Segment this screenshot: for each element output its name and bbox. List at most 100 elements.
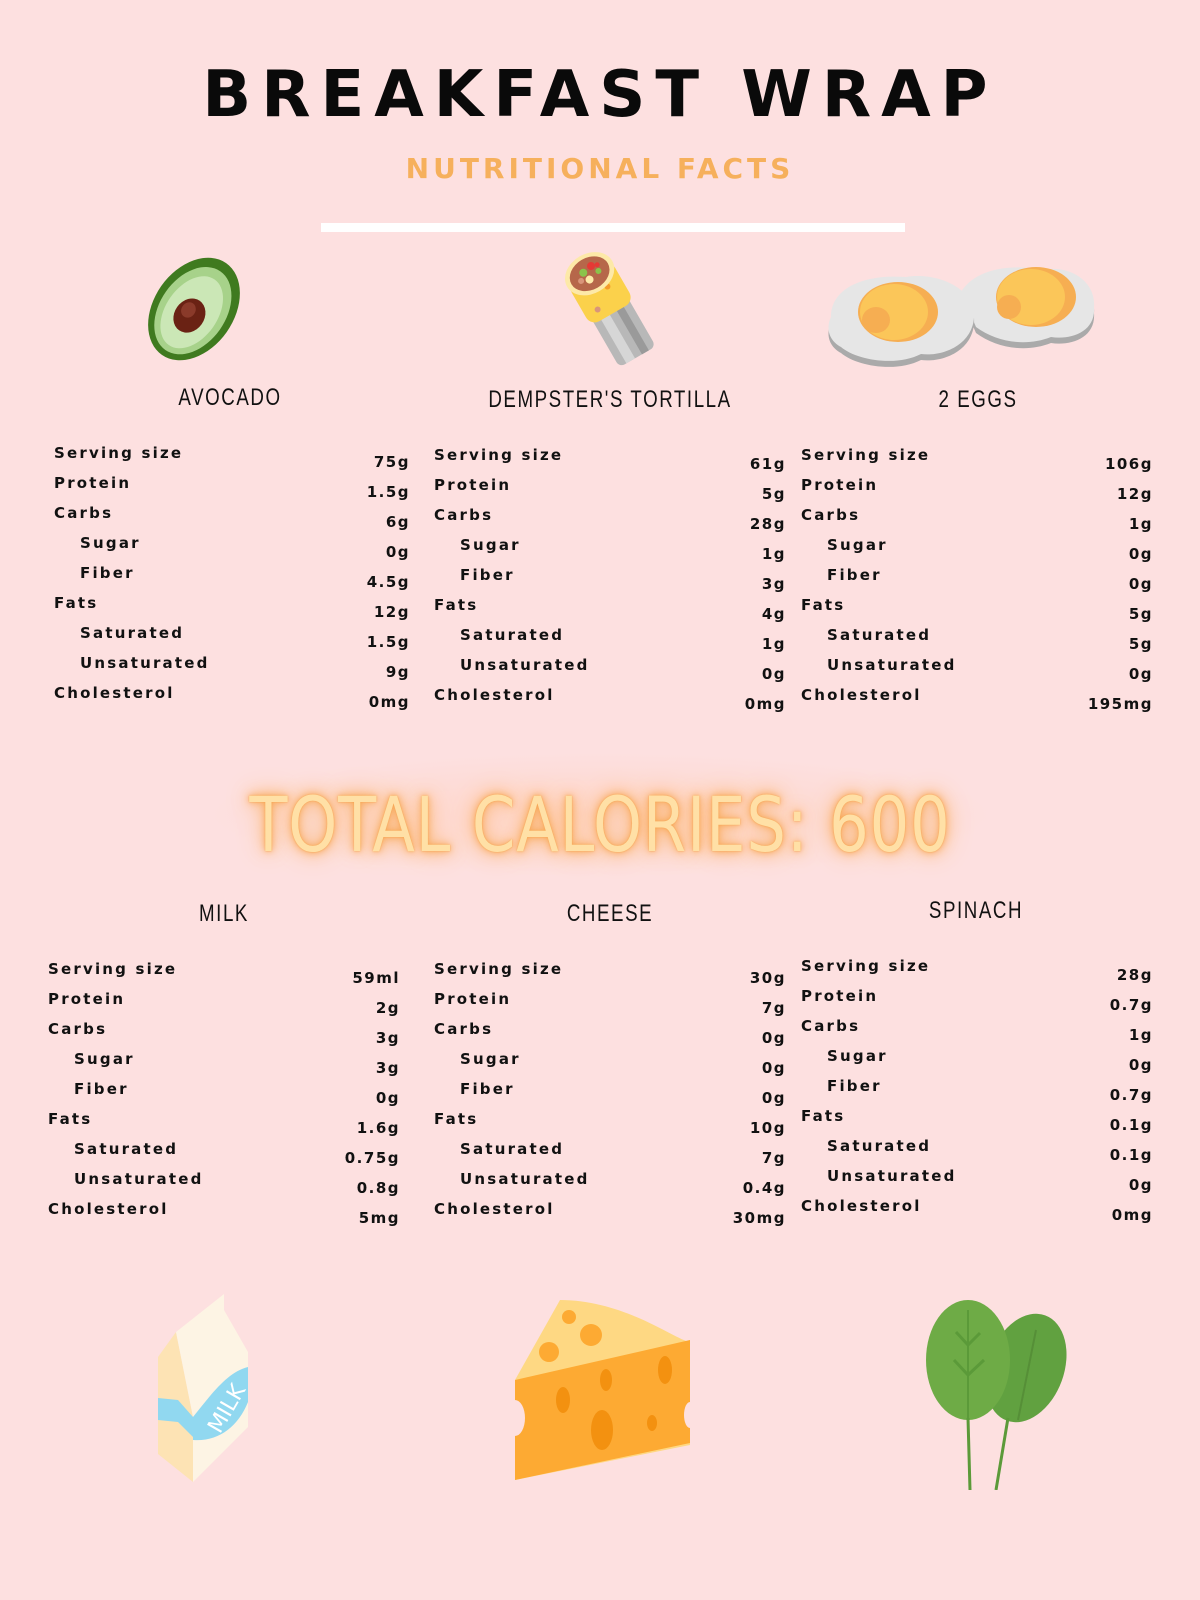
- nutrition-table-eggs: Serving size 106g Protein 12g Carbs 1g Suga…: [801, 446, 1153, 716]
- row-value: 3g: [761, 575, 786, 593]
- row-fiber: Fiber 3g: [434, 566, 786, 596]
- row-label: Fats: [434, 596, 479, 614]
- row-value: 4g: [761, 605, 786, 623]
- row-carbs: Carbs 0g: [434, 1020, 786, 1050]
- row-label: Fiber: [74, 1080, 129, 1098]
- row-fats: Fats 4g: [434, 596, 786, 626]
- row-fats: Fats 0.1g: [801, 1107, 1153, 1137]
- row-label: Serving size: [434, 446, 564, 464]
- row-label: Carbs: [54, 504, 114, 522]
- row-saturated: Saturated 5g: [801, 626, 1153, 656]
- row-label: Unsaturated: [460, 656, 590, 674]
- nutrition-table-cheese: Serving size 30g Protein 7g Carbs 0g Sugar 0…: [434, 960, 786, 1230]
- row-label: Saturated: [460, 626, 565, 644]
- row-value: 0g: [1128, 1176, 1153, 1194]
- row-unsaturated: Unsaturated 9g: [54, 654, 410, 684]
- food-name-milk: MILK: [199, 900, 249, 927]
- row-cholesterol: Cholesterol 0mg: [801, 1197, 1153, 1227]
- row-label: Fats: [801, 596, 846, 614]
- row-value: 9g: [385, 663, 410, 681]
- row-value: 0g: [1128, 665, 1153, 683]
- row-value: 0.8g: [356, 1179, 400, 1197]
- row-value: 0g: [761, 665, 786, 683]
- row-serving-size: Serving size 30g: [434, 960, 786, 990]
- row-label: Unsaturated: [827, 1167, 957, 1185]
- row-unsaturated: Unsaturated 0g: [801, 656, 1153, 686]
- row-value: 0g: [1128, 575, 1153, 593]
- cheese-icon: [515, 1300, 696, 1480]
- row-value: 0g: [1128, 1056, 1153, 1074]
- row-value: 28g: [1116, 966, 1153, 984]
- row-fiber: Fiber 0g: [48, 1080, 400, 1110]
- row-sugar: Sugar 0g: [801, 536, 1153, 566]
- row-label: Protein: [54, 474, 132, 492]
- row-value: 0g: [1128, 545, 1153, 563]
- row-sugar: Sugar 0g: [54, 534, 410, 564]
- row-fats: Fats 5g: [801, 596, 1153, 626]
- row-value: 0.1g: [1109, 1116, 1153, 1134]
- nutrition-table-avocado: Serving size 75g Protein 1.5g Carbs 6g Suga…: [54, 444, 410, 714]
- row-value: 4.5g: [366, 573, 410, 591]
- row-carbs: Carbs 1g: [801, 506, 1153, 536]
- row-serving-size: Serving size 28g: [801, 957, 1153, 987]
- row-label: Cholesterol: [434, 686, 555, 704]
- row-value: 59ml: [352, 969, 400, 987]
- row-label: Unsaturated: [80, 654, 210, 672]
- fried-eggs-icon: [828, 267, 1095, 367]
- food-name-spinach: SPINACH: [928, 897, 1024, 924]
- page-subtitle: NUTRITIONAL FACTS: [405, 152, 795, 185]
- row-label: Saturated: [827, 1137, 932, 1155]
- row-label: Cholesterol: [801, 686, 922, 704]
- row-sugar: Sugar 1g: [434, 536, 786, 566]
- row-fats: Fats 1.6g: [48, 1110, 400, 1140]
- row-sugar: Sugar 0g: [434, 1050, 786, 1080]
- row-value: 30mg: [732, 1209, 786, 1227]
- row-value: 1.5g: [366, 633, 410, 651]
- row-protein: Protein 0.7g: [801, 987, 1153, 1017]
- row-label: Serving size: [801, 446, 931, 464]
- row-value: 1.6g: [356, 1119, 400, 1137]
- row-label: Carbs: [801, 506, 861, 524]
- row-value: 195mg: [1087, 695, 1153, 713]
- row-value: 1g: [761, 635, 786, 653]
- row-serving-size: Serving size 59ml: [48, 960, 400, 990]
- row-label: Sugar: [74, 1050, 135, 1068]
- row-label: Sugar: [80, 534, 141, 552]
- row-value: 5mg: [358, 1209, 400, 1227]
- row-label: Protein: [434, 990, 512, 1008]
- row-fats: Fats 10g: [434, 1110, 786, 1140]
- row-value: 0g: [375, 1089, 400, 1107]
- row-protein: Protein 7g: [434, 990, 786, 1020]
- row-fiber: Fiber 0g: [434, 1080, 786, 1110]
- row-cholesterol: Cholesterol 5mg: [48, 1200, 400, 1230]
- row-value: 0mg: [1111, 1206, 1153, 1224]
- row-label: Carbs: [801, 1017, 861, 1035]
- row-label: Saturated: [460, 1140, 565, 1158]
- row-value: 1g: [1128, 515, 1153, 533]
- row-label: Protein: [801, 987, 879, 1005]
- row-label: Protein: [48, 990, 126, 1008]
- row-value: 28g: [749, 515, 786, 533]
- food-name-cheese: CHEESE: [566, 900, 654, 927]
- row-label: Fats: [48, 1110, 93, 1128]
- row-label: Fiber: [827, 1077, 882, 1095]
- row-value: 3g: [375, 1029, 400, 1047]
- row-label: Fiber: [460, 566, 515, 584]
- row-value: 106g: [1104, 455, 1153, 473]
- nutrition-table-tortilla: Serving size 61g Protein 5g Carbs 28g Sugar…: [434, 446, 786, 716]
- row-label: Carbs: [48, 1020, 108, 1038]
- total-calories: TOTAL CALORIES: 600: [249, 780, 951, 869]
- row-label: Sugar: [460, 536, 521, 554]
- row-label: Unsaturated: [460, 1170, 590, 1188]
- row-fiber: Fiber 0.7g: [801, 1077, 1153, 1107]
- row-unsaturated: Unsaturated 0g: [801, 1167, 1153, 1197]
- row-fiber: Fiber 4.5g: [54, 564, 410, 594]
- row-value: 1g: [761, 545, 786, 563]
- row-label: Sugar: [827, 536, 888, 554]
- row-label: Cholesterol: [54, 684, 175, 702]
- row-unsaturated: Unsaturated 0.8g: [48, 1170, 400, 1200]
- row-label: Cholesterol: [48, 1200, 169, 1218]
- row-saturated: Saturated 0.1g: [801, 1137, 1153, 1167]
- row-value: 0g: [761, 1059, 786, 1077]
- row-unsaturated: Unsaturated 0g: [434, 656, 786, 686]
